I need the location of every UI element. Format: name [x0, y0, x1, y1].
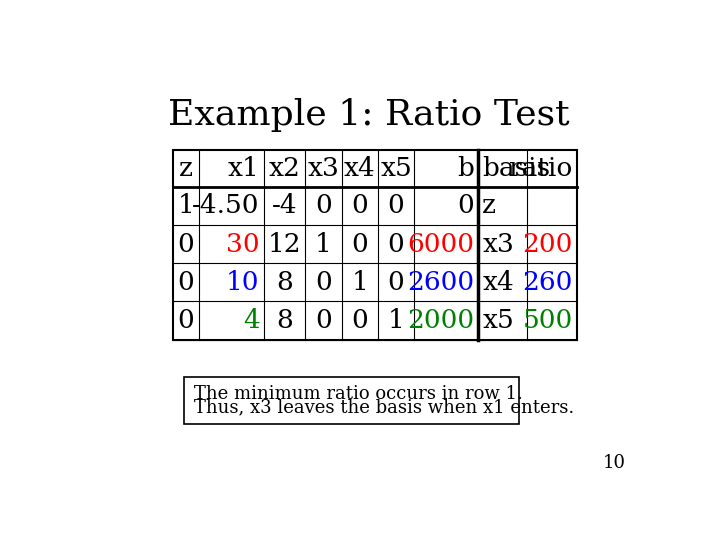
Text: 0: 0 — [351, 193, 368, 218]
Text: 500: 500 — [523, 308, 572, 333]
Text: x5: x5 — [380, 156, 412, 181]
Text: ratio: ratio — [509, 156, 572, 181]
Text: x2: x2 — [269, 156, 300, 181]
Text: x3: x3 — [482, 232, 514, 256]
Text: 260: 260 — [522, 270, 572, 295]
Text: Example 1: Ratio Test: Example 1: Ratio Test — [168, 98, 570, 132]
Text: -4.50: -4.50 — [192, 193, 260, 218]
Bar — [173, 150, 577, 340]
Text: 2600: 2600 — [408, 270, 474, 295]
Text: z: z — [179, 156, 193, 181]
Text: 0: 0 — [351, 232, 368, 256]
Text: 0: 0 — [315, 308, 332, 333]
Text: 10: 10 — [603, 454, 626, 472]
Text: 0: 0 — [315, 270, 332, 295]
Text: 200: 200 — [522, 232, 572, 256]
Text: 0: 0 — [178, 308, 194, 333]
Text: 30: 30 — [226, 232, 260, 256]
Text: 1: 1 — [387, 308, 405, 333]
Text: -4: -4 — [271, 193, 297, 218]
Text: x4: x4 — [344, 156, 376, 181]
Text: 0: 0 — [178, 232, 194, 256]
Text: x4: x4 — [482, 270, 514, 295]
Text: 12: 12 — [268, 232, 301, 256]
Text: 1: 1 — [315, 232, 332, 256]
Text: 0: 0 — [458, 193, 474, 218]
Text: The minimum ratio occurs in row 1.: The minimum ratio occurs in row 1. — [194, 384, 523, 403]
Text: 8: 8 — [276, 270, 293, 295]
Text: 0: 0 — [387, 232, 405, 256]
Text: 1: 1 — [351, 270, 368, 295]
Text: basis: basis — [482, 156, 550, 181]
Text: Thus, x3 leaves the basis when x1 enters.: Thus, x3 leaves the basis when x1 enters… — [194, 399, 574, 416]
Text: 0: 0 — [387, 270, 405, 295]
Text: b: b — [458, 156, 474, 181]
Text: 4: 4 — [243, 308, 260, 333]
Text: x3: x3 — [307, 156, 339, 181]
Text: x5: x5 — [482, 308, 514, 333]
Text: 6000: 6000 — [408, 232, 474, 256]
Bar — [184, 377, 518, 424]
Text: 0: 0 — [387, 193, 405, 218]
Text: 1: 1 — [178, 193, 194, 218]
Text: 0: 0 — [315, 193, 332, 218]
Text: 10: 10 — [226, 270, 260, 295]
Text: 0: 0 — [351, 308, 368, 333]
Text: z: z — [482, 193, 496, 218]
Text: 0: 0 — [178, 270, 194, 295]
Text: x1: x1 — [228, 156, 260, 181]
Text: 8: 8 — [276, 308, 293, 333]
Text: 2000: 2000 — [408, 308, 474, 333]
